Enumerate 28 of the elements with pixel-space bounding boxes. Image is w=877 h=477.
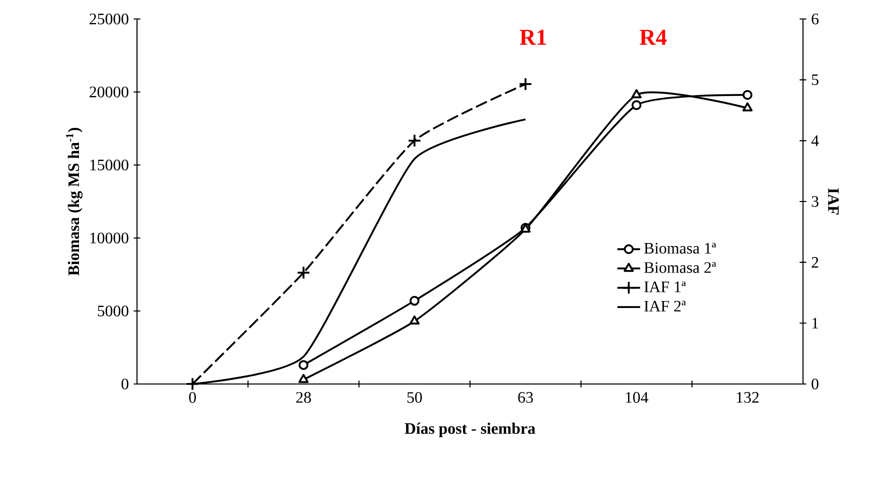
y-tick-label: 0 [122,378,128,390]
x-tick-label: 132 [736,392,759,403]
legend-label: Biomasa 1ª [644,242,716,254]
y2-tick-label: 6 [812,14,819,24]
y2-tick-label: 2 [812,257,818,268]
legend-label: IAF 2ª [644,300,686,312]
x-tick-label: 50 [407,392,422,403]
annotation: R4 [640,30,667,45]
y-tick-label: 20000 [90,86,128,98]
y2-tick-label: 3 [812,196,818,207]
y2-tick-label: 5 [812,74,818,86]
x-tick-label: 0 [189,392,196,403]
y-tick-label: 5000 [98,306,128,316]
annotation: R1 [520,30,546,45]
y2-tick-label: 1 [812,318,818,328]
legend-label: IAF 1ª [644,281,686,292]
x-tick-label: 104 [626,392,648,403]
y-tick-label: 10000 [90,232,128,244]
y2-tick-label: 4 [811,135,819,146]
x-axis-title: Días post - siembra [404,422,536,438]
y2-axis-title: IAF [828,188,839,215]
y-axis-title: Biomasa (kg MS ha$^{-1}$) [66,128,82,276]
y2-tick-label: 0 [812,378,818,390]
y-tick-label: 15000 [90,160,128,170]
x-tick-label: 28 [296,392,311,403]
legend-label: Biomasa 2ª [644,262,716,273]
y-tick-label: 25000 [90,14,128,24]
x-tick-label: 63 [518,392,533,403]
